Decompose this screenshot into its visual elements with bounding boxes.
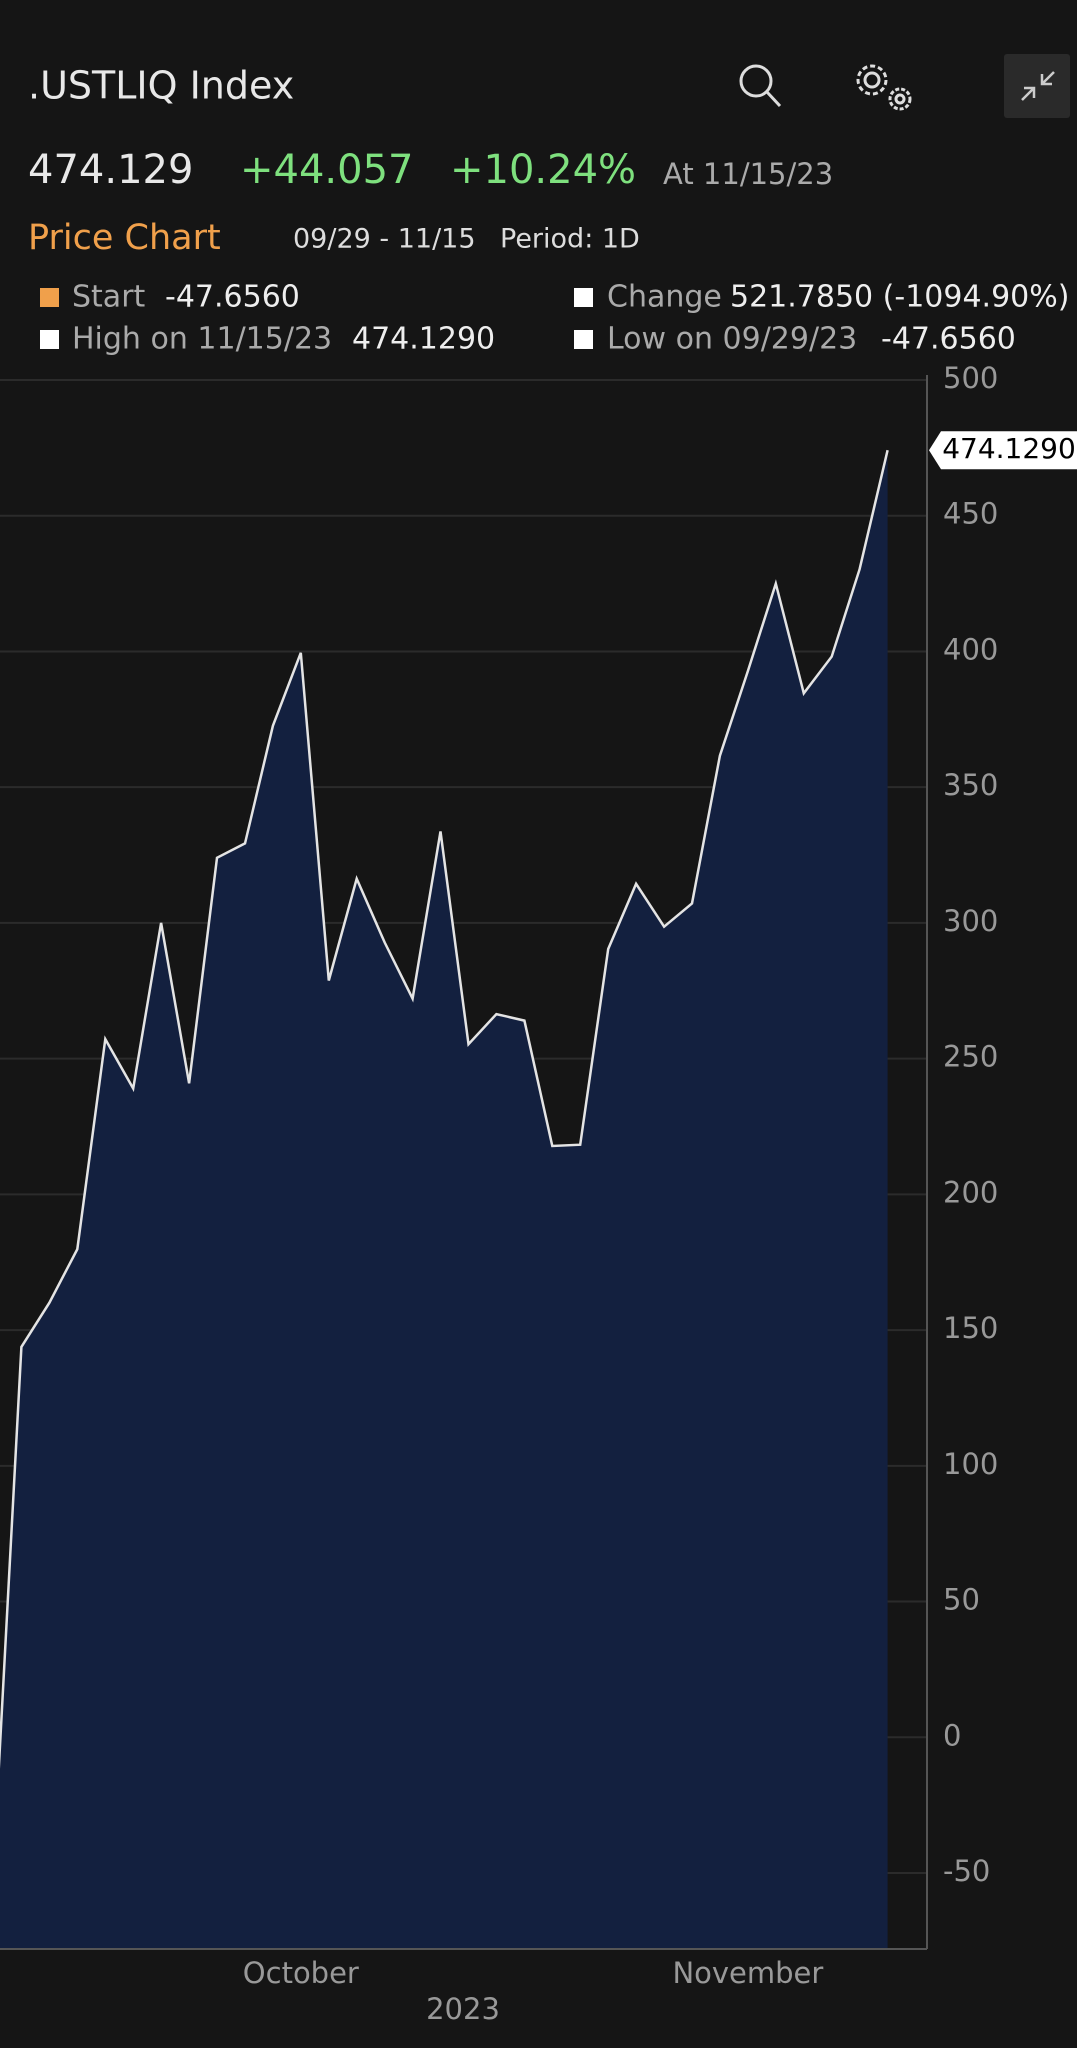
legend-swatch [574,288,593,307]
legend-value: 474.1290 [352,322,495,357]
title: .USTLIQ Index [28,64,294,108]
value-label: 474.1290 [942,432,1076,465]
legend-label: Start [72,280,146,315]
y-tick-label: 200 [943,1175,998,1209]
y-tick-label: 0 [943,1718,961,1752]
area [0,450,888,1949]
value-label-box [929,431,1077,470]
collapse-button[interactable] [1004,54,1070,118]
y-tick-label: 100 [943,1447,998,1481]
y-tick-label: -50 [943,1854,990,1888]
y-tick-label: 50 [943,1583,980,1617]
legend-swatch [40,288,59,307]
y-tick-label: 450 [943,497,998,531]
change-pct: +10.24% [450,147,636,193]
as-of: At 11/15/23 [663,157,833,191]
legend-label: Low on 09/29/23 [607,322,857,357]
x-axis-label: 2023 [426,1992,500,2026]
y-tick-label: 150 [943,1311,998,1345]
search-icon[interactable] [739,64,782,108]
y-tick-label: 350 [943,768,998,802]
y-tick-label: 400 [943,632,998,666]
change: +44.057 [240,147,413,193]
tab[interactable]: Price Chart [28,218,221,258]
period[interactable]: Period: 1D [500,224,640,255]
y-tick-label: 250 [943,1040,998,1074]
y-tick-label: 300 [943,904,998,938]
y-tick-label: 500 [943,361,998,395]
legend-value: -47.6560 [165,280,300,315]
legend-label: Change [607,280,722,315]
price: 474.129 [28,147,193,193]
legend-label: High on 11/15/23 [72,322,332,357]
range[interactable]: 09/29 - 11/15 [293,224,476,255]
x-tick-label: October [243,1956,359,1990]
plot: -50 0 50 100 150 200 250 300 350 400 450 500 October… [0,361,1077,1990]
legend-value: 521.7850 (-1094.90%) [730,280,1069,315]
x-tick-label: November [672,1956,823,1990]
settings-icon[interactable] [856,64,912,111]
legend-swatch [40,330,59,349]
line [0,449,889,1769]
legend-value: -47.6560 [881,322,1016,357]
legend-swatch [574,330,593,349]
